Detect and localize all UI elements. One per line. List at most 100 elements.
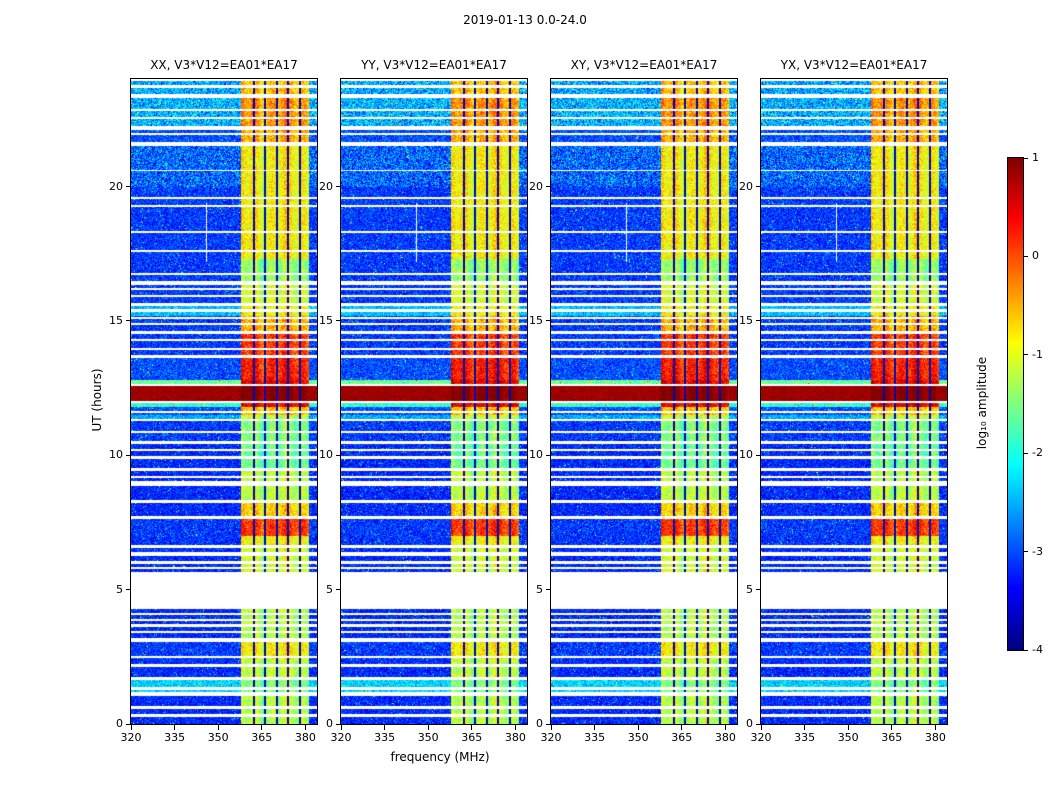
y-tick-label: 0	[536, 717, 543, 730]
colorbar-label: log₁₀ amplitude	[975, 356, 989, 450]
panel-title: YY, V3*V12=EA01*EA17	[361, 58, 507, 72]
colorbar-tick-label: -2	[1032, 446, 1043, 460]
y-tick-label: 0	[326, 717, 333, 730]
x-tick-label: 350	[627, 731, 649, 744]
x-axis-label: frequency (MHz)	[390, 750, 490, 764]
panel-title: YX, V3*V12=EA01*EA17	[780, 58, 928, 72]
y-axis-label: UT (hours)	[90, 368, 104, 432]
y-tick-label: 15	[739, 313, 753, 327]
x-tick	[514, 725, 516, 730]
spectrogram-panel-xx: XX, V3*V12=EA01*EA17 0 5 10 15 20 320 335 350 36…	[109, 58, 318, 744]
y-tick-label: 10	[529, 448, 543, 462]
colorbar-tick-label: 1	[1032, 151, 1039, 164]
x-tick-label: 380	[294, 731, 316, 744]
y-tick-label: 20	[109, 179, 123, 193]
x-tick-label: 320	[330, 731, 352, 744]
spectrogram-panel-yy: YY, V3*V12=EA01*EA17 0 5 10 15 20 320 335 350 36…	[319, 58, 528, 744]
figure-title: 2019-01-13 0.0-24.0	[463, 13, 587, 27]
y-tick	[336, 186, 341, 187]
x-tick-label: 365	[461, 731, 483, 744]
x-tick-label: 350	[417, 731, 439, 744]
colorbar-tick	[1024, 255, 1028, 257]
x-tick-label: 320	[750, 731, 772, 744]
colorbar-tick-label: 0	[1032, 249, 1039, 263]
y-tick	[756, 186, 761, 187]
colorbar-gradient	[1008, 158, 1023, 650]
y-tick	[336, 320, 341, 322]
x-tick-label: 335	[794, 731, 816, 744]
y-tick	[756, 589, 761, 591]
y-tick-label: 15	[109, 313, 123, 327]
x-tick-label: 335	[374, 731, 396, 744]
x-tick	[130, 725, 132, 730]
y-tick	[336, 454, 341, 456]
x-tick	[174, 725, 176, 730]
colorbar-tick-label: -3	[1032, 544, 1043, 558]
y-tick-label: 20	[739, 179, 753, 193]
spectrogram-heatmap	[761, 79, 947, 724]
x-tick-label: 380	[504, 731, 526, 744]
x-tick	[891, 725, 893, 730]
colorbar-tick	[1024, 354, 1028, 356]
colorbar-tick	[1024, 649, 1028, 651]
x-tick	[637, 725, 639, 730]
x-tick	[724, 725, 726, 730]
colorbar-tick	[1024, 157, 1028, 159]
x-tick	[934, 725, 936, 730]
y-tick	[336, 723, 341, 725]
y-tick-label: 20	[319, 179, 333, 193]
y-tick	[126, 186, 131, 187]
colorbar: 1 0 -1 -2 -3 -4	[1007, 151, 1043, 656]
y-tick	[756, 454, 761, 456]
y-tick-label: 5	[536, 582, 543, 596]
x-tick	[681, 725, 683, 730]
y-tick	[126, 589, 131, 591]
x-tick-label: 335	[584, 731, 606, 744]
x-tick	[847, 725, 849, 730]
colorbar-tick-label: -4	[1032, 643, 1043, 656]
x-tick-label: 350	[207, 731, 229, 744]
y-tick-label: 5	[116, 582, 123, 596]
x-tick	[594, 725, 596, 730]
y-tick-label: 15	[319, 313, 333, 327]
x-tick	[340, 725, 342, 730]
y-tick	[126, 320, 131, 322]
y-tick-label: 10	[109, 448, 123, 462]
spectrogram-panel-xy: XY, V3*V12=EA01*EA17 0 5 10 15 20 320 335 350 36…	[529, 58, 738, 744]
x-tick	[550, 725, 552, 730]
x-tick-label: 335	[164, 731, 186, 744]
spectrogram-heatmap	[131, 79, 317, 724]
x-tick	[760, 725, 762, 730]
y-tick	[126, 454, 131, 456]
y-tick-label: 10	[319, 448, 333, 462]
spectrogram-panel-yx: YX, V3*V12=EA01*EA17 0 5 10 15 20 320 335 350 36…	[739, 58, 948, 744]
x-tick	[804, 725, 806, 730]
colorbar-tick-label: -1	[1032, 347, 1043, 361]
colorbar-tick	[1024, 452, 1028, 454]
y-tick-label: 0	[746, 717, 753, 730]
y-tick-label: 5	[746, 582, 753, 596]
x-tick-label: 380	[924, 731, 946, 744]
x-tick-label: 350	[837, 731, 859, 744]
panel-title: XY, V3*V12=EA01*EA17	[570, 58, 718, 72]
spectrogram-heatmap	[341, 79, 527, 724]
x-tick-label: 365	[881, 731, 903, 744]
x-tick-label: 365	[671, 731, 693, 744]
x-tick	[384, 725, 386, 730]
x-tick	[427, 725, 429, 730]
y-tick	[546, 186, 551, 187]
x-tick	[304, 725, 306, 730]
y-tick	[546, 320, 551, 322]
y-tick	[336, 589, 341, 591]
x-tick-label: 320	[120, 731, 142, 744]
x-tick-label: 380	[714, 731, 736, 744]
y-tick	[756, 723, 761, 725]
colorbar-tick	[1024, 551, 1028, 553]
y-tick	[756, 320, 761, 322]
spectrogram-heatmap	[551, 79, 737, 724]
y-tick	[546, 589, 551, 591]
x-tick	[261, 725, 263, 730]
x-tick-label: 365	[251, 731, 273, 744]
x-tick-label: 320	[540, 731, 562, 744]
